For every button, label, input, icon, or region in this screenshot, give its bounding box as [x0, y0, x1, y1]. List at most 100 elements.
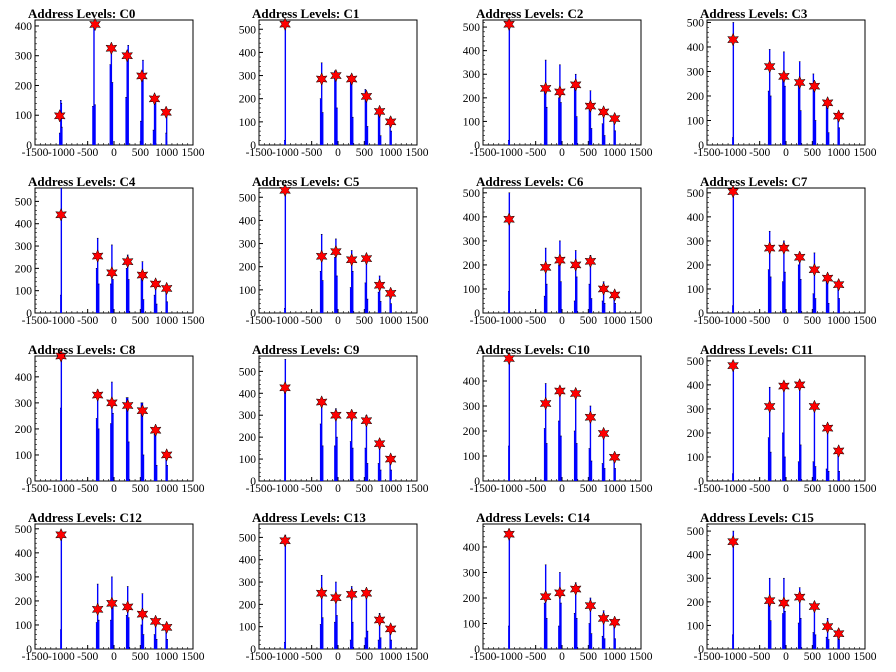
peak-marker — [160, 620, 173, 635]
peak-marker — [808, 262, 821, 277]
x-tick-label: 1000 — [379, 651, 402, 663]
y-tick-label: 500 — [239, 24, 257, 36]
peak-marker — [373, 104, 386, 119]
x-tick-label: -500 — [525, 483, 546, 495]
x-tick-label: 1500 — [406, 483, 429, 495]
x-tick-label: 0 — [783, 483, 789, 495]
y-tick-label: 100 — [239, 285, 257, 297]
chart-title: Address Levels: C14 — [476, 510, 590, 525]
y-tick-label: 200 — [239, 94, 257, 106]
chart-svg: 0 100 200 300 400 -1500 -1000 -500 0 500 1000 1500 — [463, 523, 653, 663]
x-tick-label: -500 — [301, 651, 322, 663]
y-tick-label: 300 — [463, 401, 481, 413]
x-tick-label: -500 — [301, 315, 322, 327]
x-tick-label: 0 — [783, 147, 789, 159]
x-tick-label: -1000 — [720, 651, 747, 663]
y-tick-label: 100 — [239, 117, 257, 129]
x-tick-label: 1000 — [827, 147, 850, 159]
y-tick-label: 100 — [687, 115, 705, 127]
chart-title: Address Levels: C15 — [700, 510, 814, 525]
x-tick-label: 500 — [132, 147, 150, 159]
chart-panel-9: 0 100 200 300 400 500 -1500 -1000 -500 0 500 1000 15… — [224, 336, 448, 504]
peak-marker — [55, 528, 67, 542]
peak-marker — [777, 69, 790, 84]
peak-marker — [91, 249, 104, 263]
y-tick-label: 500 — [239, 532, 257, 544]
peak-marker — [569, 78, 582, 92]
peak-marker — [584, 99, 597, 113]
peak-marker — [569, 582, 582, 596]
peak-marker — [584, 598, 597, 613]
peak-marker — [384, 452, 397, 466]
chart-svg: 0 100 200 300 400 500 -1500 -1000 -500 0 500 1000 15… — [15, 187, 205, 327]
x-tick-label: 1000 — [827, 483, 850, 495]
peak-marker — [503, 212, 515, 227]
y-tick-label: 300 — [463, 236, 481, 248]
x-tick-label: 1500 — [854, 651, 877, 663]
peak-marker — [727, 358, 739, 373]
peak-marker — [345, 587, 358, 602]
y-tick-label: 500 — [687, 356, 705, 368]
peak-marker — [832, 109, 845, 123]
peak-marker — [279, 17, 291, 31]
y-tick-label: 200 — [687, 428, 705, 440]
y-tick-label: 500 — [463, 22, 481, 34]
x-tick-label: -1500 — [246, 147, 273, 159]
y-tick-label: 200 — [239, 262, 257, 274]
y-tick-label: 100 — [463, 284, 481, 296]
x-tick-label: -1500 — [470, 315, 497, 327]
x-tick-label: -500 — [525, 315, 546, 327]
peak-marker — [373, 613, 386, 627]
x-tick-label: -1500 — [694, 147, 721, 159]
peak-marker — [777, 241, 790, 255]
x-tick-label: -1000 — [272, 651, 299, 663]
y-tick-label: 300 — [239, 410, 257, 422]
y-tick-label: 300 — [239, 239, 257, 251]
chart-svg: 0 100 200 300 400 500 -1500 -1000 -500 0 500 1000 15… — [239, 523, 429, 663]
x-tick-label: 500 — [356, 483, 374, 495]
peak-marker — [384, 115, 397, 129]
x-tick-label: 500 — [132, 483, 150, 495]
peak-marker — [136, 403, 149, 418]
y-tick-label: 200 — [15, 263, 33, 275]
y-tick-label: 0 — [250, 140, 256, 152]
x-tick-label: 1000 — [603, 315, 626, 327]
chart-svg: 0 100 200 300 400 500 -1500 -1000 -500 0 500 1000 15… — [15, 523, 205, 663]
peak-marker — [148, 92, 161, 106]
y-tick-label: 200 — [463, 426, 481, 438]
x-tick-label: -500 — [301, 483, 322, 495]
peak-marker — [832, 626, 845, 641]
chart-panel-6: 0 100 200 300 400 500 -1500 -1000 -500 0 500 1000 15… — [448, 168, 672, 336]
y-tick-label: 300 — [687, 573, 705, 585]
y-tick-label: 100 — [687, 620, 705, 632]
peak-marker — [821, 96, 834, 110]
x-tick-label: 500 — [580, 315, 598, 327]
chart-panel-7: 0 100 200 300 400 500 -1500 -1000 -500 0 500 1000 15… — [672, 168, 896, 336]
x-tick-label: -1000 — [496, 147, 523, 159]
peak-marker — [539, 81, 552, 96]
chart-svg: 0 100 200 300 400 -1500 -1000 -500 0 500 1000 1500 — [463, 351, 653, 495]
x-tick-label: 500 — [580, 147, 598, 159]
peak-marker — [539, 589, 552, 604]
x-tick-label: -1500 — [694, 483, 721, 495]
peak-marker — [360, 251, 373, 266]
y-tick-label: 300 — [463, 69, 481, 81]
x-tick-label: 1500 — [854, 147, 877, 159]
x-tick-label: -1000 — [48, 483, 75, 495]
peak-marker — [160, 448, 173, 462]
peak-marker — [808, 599, 821, 614]
x-tick-label: -1000 — [720, 147, 747, 159]
peak-marker — [55, 349, 67, 363]
peak-marker — [105, 596, 118, 611]
peak-marker — [539, 260, 552, 275]
peak-marker — [808, 79, 821, 94]
y-tick-label: 300 — [687, 66, 705, 78]
x-tick-label: -500 — [749, 315, 770, 327]
chart-svg: 0 100 200 300 400 -1500 -1000 -500 0 500 1000 1500 — [15, 17, 205, 159]
peak-marker — [793, 250, 806, 265]
peak-marker — [777, 596, 790, 610]
chart-panel-3: 0 100 200 300 400 500 -1500 -1000 -500 0 500 1000 15… — [672, 0, 896, 168]
chart-title: Address Levels: C2 — [476, 6, 584, 21]
x-tick-label: -1000 — [272, 483, 299, 495]
peak-marker — [777, 379, 790, 393]
